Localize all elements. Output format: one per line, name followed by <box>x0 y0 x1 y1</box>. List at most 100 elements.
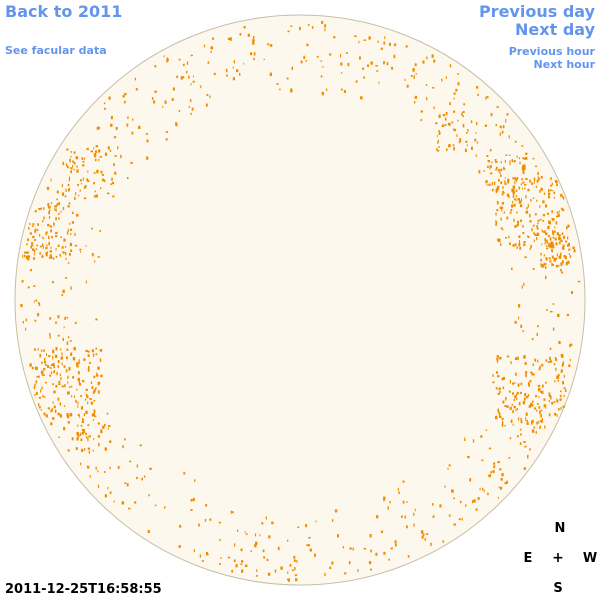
facula-speck <box>154 90 157 93</box>
facula-speck <box>514 181 516 185</box>
facula-speck <box>515 393 518 396</box>
facula-speck <box>525 416 527 420</box>
facula-speck <box>509 406 512 410</box>
facula-speck <box>523 467 526 470</box>
facula-speck <box>41 243 44 247</box>
facula-speck <box>98 443 100 447</box>
previous-day-link[interactable]: Previous day <box>478 2 595 21</box>
facula-speck <box>82 164 85 167</box>
facula-speck <box>421 535 424 539</box>
facula-speck <box>402 500 405 504</box>
facula-speck <box>230 510 233 514</box>
facula-speck <box>540 176 543 179</box>
facula-speck <box>210 51 212 53</box>
facula-speck <box>475 154 477 158</box>
facula-speck <box>438 131 440 135</box>
facula-speck <box>115 127 118 130</box>
facula-speck <box>29 232 32 235</box>
facula-speck <box>44 381 47 384</box>
facula-speck <box>502 186 504 189</box>
facula-speck <box>255 575 258 577</box>
facula-speck <box>525 373 527 378</box>
facula-speck <box>34 229 37 233</box>
facula-speck <box>62 337 64 341</box>
facula-speck <box>552 303 555 305</box>
facula-speck <box>519 391 522 394</box>
facula-speck <box>53 405 56 409</box>
facula-speck <box>512 177 515 180</box>
facula-speck <box>31 225 34 227</box>
facula-speck <box>357 568 359 573</box>
facula-speck <box>100 430 103 434</box>
facula-speck <box>37 223 39 226</box>
facula-speck <box>68 367 71 371</box>
facula-speck <box>59 254 61 256</box>
facula-speck <box>45 414 48 418</box>
next-day-link[interactable]: Next day <box>515 20 595 39</box>
facula-speck <box>252 41 255 45</box>
facula-speck <box>233 60 235 64</box>
facula-speck <box>57 412 60 416</box>
facula-speck <box>76 388 78 391</box>
facula-speck <box>503 376 505 380</box>
compass-east-label: E <box>523 551 533 566</box>
facula-speck <box>486 96 489 99</box>
facula-speck <box>55 347 58 351</box>
facula-speck <box>537 403 539 405</box>
facula-speck <box>474 138 477 142</box>
facula-speck <box>506 405 509 408</box>
facula-speck <box>178 545 181 548</box>
facula-speck <box>164 506 166 509</box>
next-hour-link[interactable]: Next hour <box>533 58 596 71</box>
facula-speck <box>433 59 436 63</box>
facula-speck <box>426 56 428 60</box>
facula-speck <box>39 245 42 248</box>
facula-speck <box>91 349 94 353</box>
facula-speck <box>164 100 167 104</box>
facula-speck <box>34 383 36 387</box>
facula-speck <box>96 374 99 377</box>
facula-speck <box>29 222 31 226</box>
facula-speck <box>475 132 477 134</box>
facula-speck <box>55 255 58 258</box>
facula-speck <box>513 218 515 222</box>
facula-speck <box>110 183 112 186</box>
facula-speck <box>456 133 458 137</box>
facula-speck <box>50 202 53 205</box>
previous-hour-link[interactable]: Previous hour <box>508 45 595 58</box>
see-facular-data-link[interactable]: See facular data <box>5 44 107 57</box>
facula-speck <box>504 177 506 179</box>
facula-speck <box>523 243 526 246</box>
facula-speck <box>172 87 175 91</box>
facula-speck <box>378 81 380 84</box>
facula-speck <box>516 391 519 395</box>
facula-speck <box>136 464 139 468</box>
facula-speck <box>455 88 458 92</box>
facula-speck <box>55 247 57 251</box>
facula-speck <box>25 255 28 259</box>
facula-speck <box>519 246 522 250</box>
facula-speck <box>529 220 532 223</box>
facula-speck <box>547 235 551 237</box>
facula-speck <box>561 232 564 235</box>
solar-disk <box>14 14 586 586</box>
facula-speck <box>540 187 543 191</box>
facula-speck <box>263 58 265 61</box>
facula-speck <box>73 346 76 351</box>
facula-speck <box>524 184 527 186</box>
facula-speck <box>77 371 80 375</box>
facula-speck <box>134 77 137 81</box>
facula-speck <box>519 204 523 208</box>
facula-speck <box>49 250 52 253</box>
back-to-year-link[interactable]: Back to 2011 <box>5 2 123 21</box>
facula-speck <box>406 84 409 88</box>
facula-speck <box>524 187 526 190</box>
facula-speck <box>532 400 534 404</box>
facula-speck <box>109 150 112 152</box>
facula-speck <box>66 413 69 417</box>
facula-speck <box>82 177 84 181</box>
facula-speck <box>438 146 440 148</box>
facula-speck <box>68 202 71 205</box>
facula-speck <box>534 358 537 362</box>
facula-speck <box>93 409 96 413</box>
